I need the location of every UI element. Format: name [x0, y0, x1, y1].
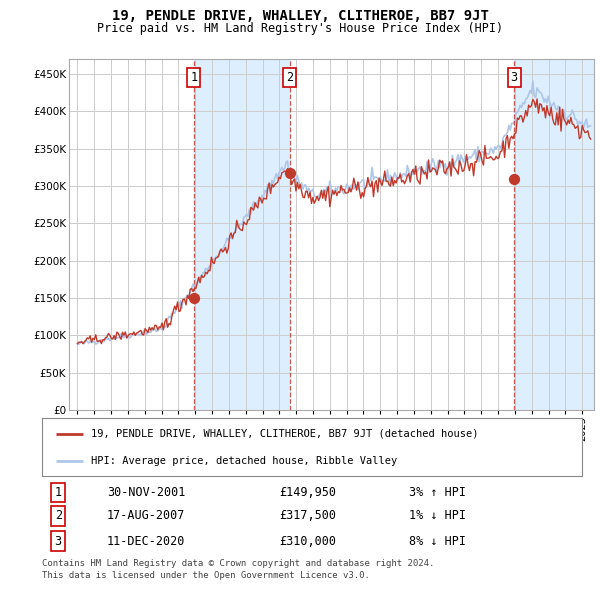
Text: 3: 3 [55, 535, 62, 548]
Text: 3: 3 [511, 71, 518, 84]
Text: Contains HM Land Registry data © Crown copyright and database right 2024.: Contains HM Land Registry data © Crown c… [42, 559, 434, 568]
Text: £317,500: £317,500 [280, 509, 337, 523]
Text: £149,950: £149,950 [280, 486, 337, 499]
Text: 1: 1 [55, 486, 62, 499]
Text: 1: 1 [190, 71, 197, 84]
Bar [194, 59, 290, 410]
Point [285, 168, 295, 178]
Point [189, 293, 199, 303]
Point [509, 174, 519, 183]
Text: HPI: Average price, detached house, Ribble Valley: HPI: Average price, detached house, Ribb… [91, 455, 397, 466]
Text: 1% ↓ HPI: 1% ↓ HPI [409, 509, 466, 523]
Text: 19, PENDLE DRIVE, WHALLEY, CLITHEROE, BB7 9JT: 19, PENDLE DRIVE, WHALLEY, CLITHEROE, BB… [112, 9, 488, 23]
Text: 30-NOV-2001: 30-NOV-2001 [107, 486, 185, 499]
Text: Price paid vs. HM Land Registry's House Price Index (HPI): Price paid vs. HM Land Registry's House … [97, 22, 503, 35]
Text: 2: 2 [286, 71, 293, 84]
Text: 3% ↑ HPI: 3% ↑ HPI [409, 486, 466, 499]
Text: 8% ↓ HPI: 8% ↓ HPI [409, 535, 466, 548]
Text: 19, PENDLE DRIVE, WHALLEY, CLITHEROE, BB7 9JT (detached house): 19, PENDLE DRIVE, WHALLEY, CLITHEROE, BB… [91, 429, 478, 439]
Bar [514, 59, 594, 410]
Text: 17-AUG-2007: 17-AUG-2007 [107, 509, 185, 523]
Text: This data is licensed under the Open Government Licence v3.0.: This data is licensed under the Open Gov… [42, 571, 370, 579]
Text: 2: 2 [55, 509, 62, 523]
Text: 11-DEC-2020: 11-DEC-2020 [107, 535, 185, 548]
Text: £310,000: £310,000 [280, 535, 337, 548]
